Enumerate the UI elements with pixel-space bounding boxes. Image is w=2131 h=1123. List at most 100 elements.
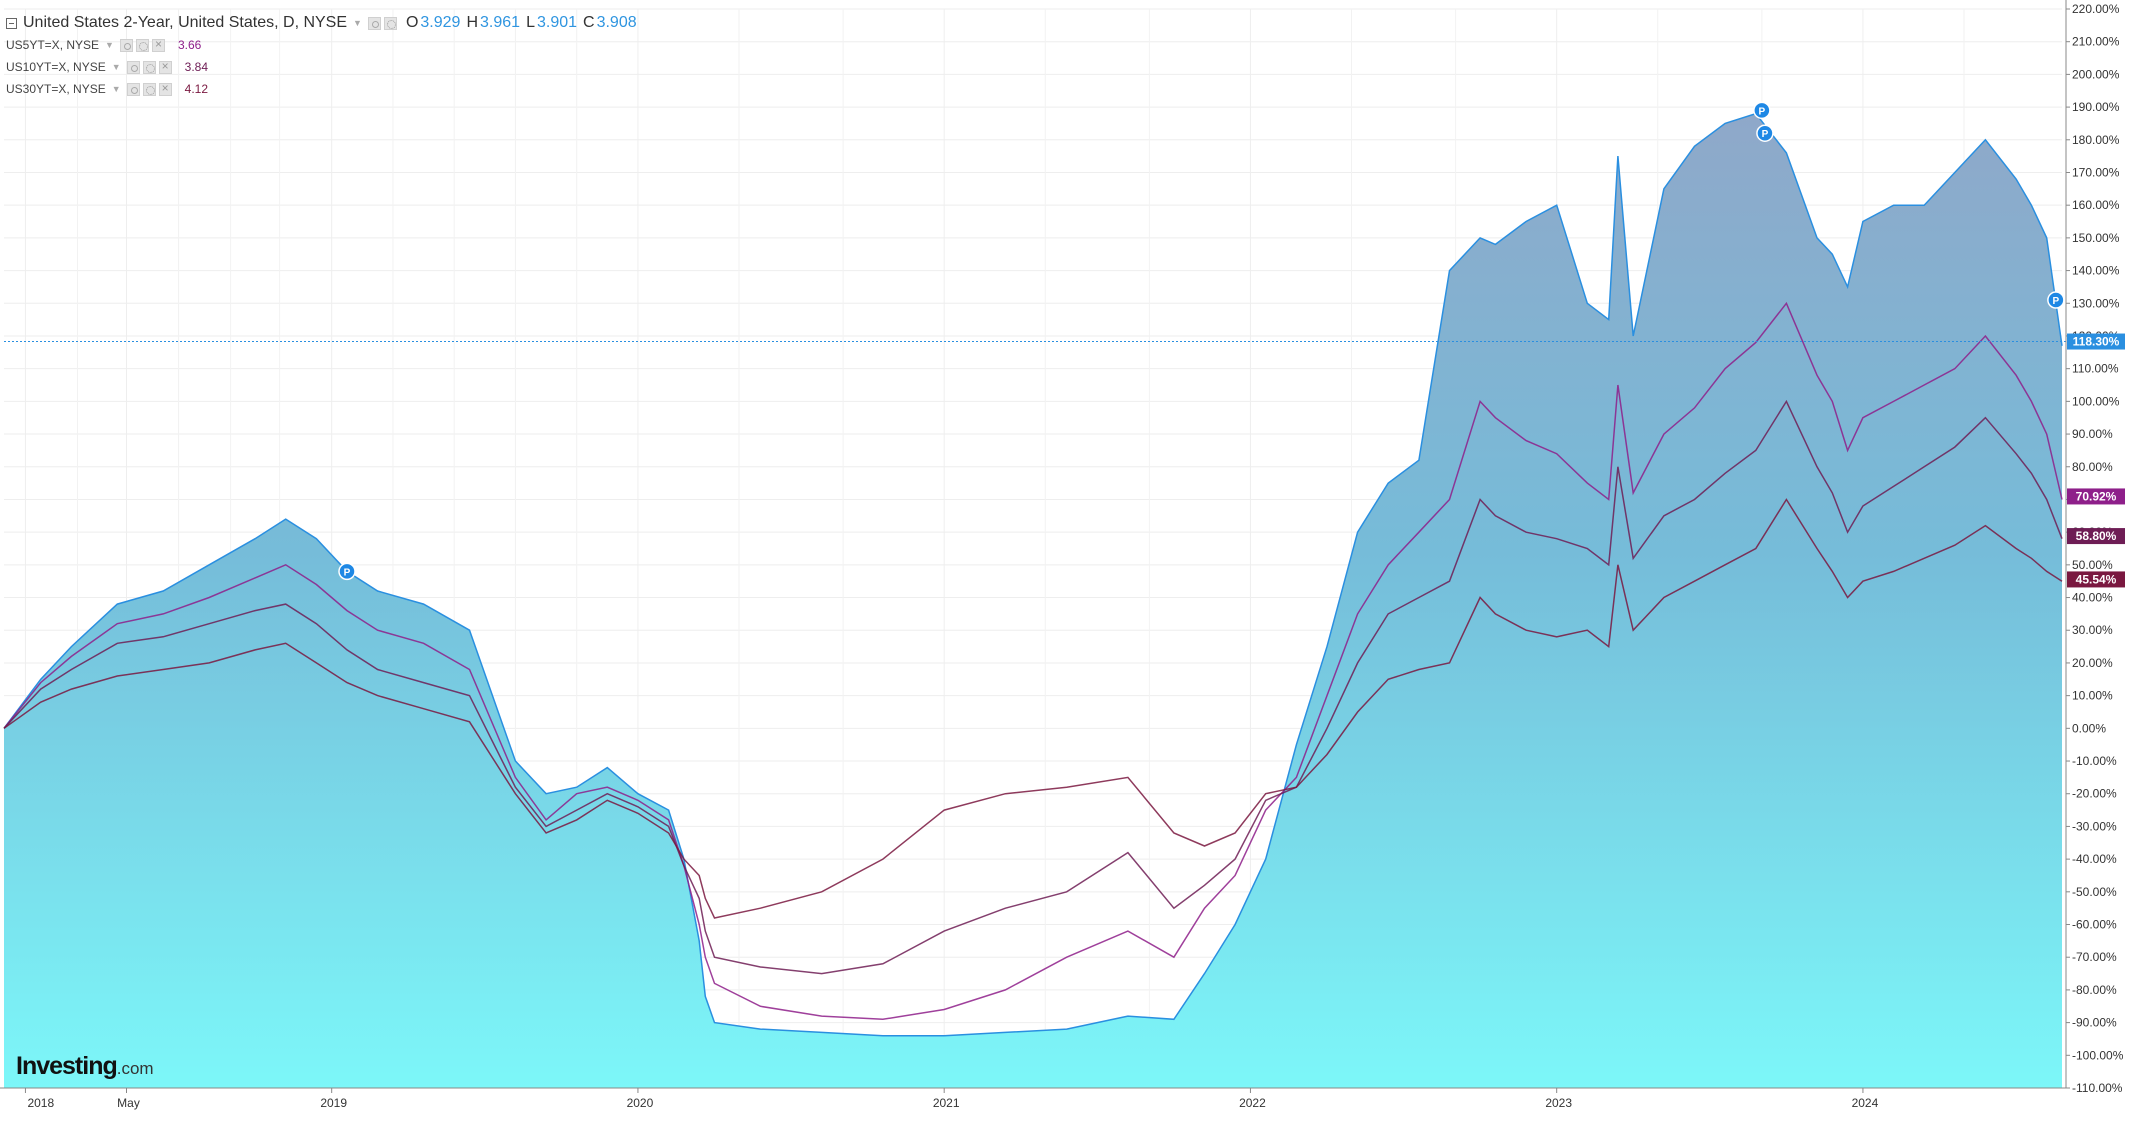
y-tick-label: -80.00% [2072, 983, 2117, 997]
legend-series-label: US30YT=X, NYSE [6, 82, 106, 96]
legend-series-label: US10YT=X, NYSE [6, 60, 106, 74]
y-tick-label: -70.00% [2072, 950, 2117, 964]
y-tick-label: 110.00% [2072, 362, 2119, 376]
price-marker [1753, 101, 1771, 120]
price-marker-label: P [2053, 296, 2060, 307]
y-tick-label: 90.00% [2072, 427, 2113, 441]
gear-icon[interactable] [142, 60, 156, 74]
y-tick-label: 170.00% [2072, 165, 2120, 179]
y-tick-label: 80.00% [2072, 460, 2113, 474]
y-tick-label: -110.00% [2072, 1081, 2123, 1095]
y-tick-label: 30.00% [2072, 623, 2113, 637]
price-marker-label: P [344, 567, 351, 578]
x-tick-label: 2021 [933, 1096, 960, 1110]
chevron-down-icon[interactable]: ▼ [353, 18, 362, 28]
gear-icon[interactable] [383, 16, 397, 30]
chevron-down-icon[interactable]: ▼ [111, 62, 121, 72]
y-tick-label: 50.00% [2072, 558, 2113, 572]
price-marker-label: P [1762, 129, 1769, 140]
close-icon[interactable] [158, 81, 172, 96]
series-area [3, 112, 2063, 1089]
price-marker [338, 562, 356, 581]
price-label-bg [2067, 571, 2125, 588]
y-tick-label: 100.00% [2072, 394, 2120, 408]
price-marker [2047, 291, 2065, 309]
logo-brand: Investing [16, 1052, 118, 1080]
series-area-fill [4, 113, 2062, 1089]
eye-icon[interactable] [119, 38, 133, 52]
price-label: 45.54% [2076, 572, 2117, 586]
y-tick-label: -50.00% [2072, 885, 2117, 899]
price-label: 70.92% [2076, 489, 2117, 503]
collapse-icon[interactable] [6, 17, 17, 29]
gear-icon[interactable] [135, 38, 149, 52]
y-tick-label: 180.00% [2072, 133, 2120, 147]
chevron-down-icon[interactable]: ▼ [105, 40, 114, 50]
y-tick-label: 220.00% [2072, 2, 2120, 16]
price-label-bg [2067, 488, 2125, 505]
price-label-bg [2067, 528, 2125, 545]
close-value: 3.908 [596, 14, 637, 31]
price-label: 58.80% [2076, 529, 2117, 543]
y-tick-label: 130.00% [2072, 296, 2120, 310]
investing-logo[interactable]: Investing.com [16, 1052, 154, 1081]
legend-series-row[interactable]: US30YT=X, NYSE ▼ 4.12 [6, 78, 637, 100]
price-marker-label: P [1759, 106, 1766, 117]
y-tick-label: -40.00% [2072, 852, 2117, 866]
markers: P P P P [338, 101, 2065, 581]
y-tick-label: -30.00% [2072, 819, 2117, 833]
close-icon[interactable] [158, 59, 172, 74]
series-line [3, 498, 2063, 919]
price-marker [1756, 124, 1774, 142]
legend-series-value: 3.84 [184, 60, 208, 74]
eye-icon[interactable] [126, 82, 140, 96]
legend: United States 2-Year, United States, D, … [6, 12, 637, 100]
y-tick-label: 150.00% [2072, 231, 2120, 245]
y-tick-label: 140.00% [2072, 264, 2120, 278]
y-tick-label: 40.00% [2072, 591, 2113, 605]
eye-icon[interactable] [126, 60, 140, 74]
low-label: L [526, 14, 535, 31]
price-label: 118.30% [2073, 335, 2120, 349]
y-tick-label: 200.00% [2072, 67, 2120, 81]
eye-icon[interactable] [367, 16, 381, 30]
open-label: O [405, 14, 419, 31]
x-tick-label: 2019 [320, 1096, 347, 1110]
low-value: 3.901 [536, 14, 578, 31]
legend-series-value: 4.12 [184, 82, 208, 96]
series-line [3, 399, 2063, 975]
high-label: H [466, 14, 479, 31]
legend-main-title: United States 2-Year, United States, D, … [23, 14, 348, 31]
x-tick-label: 2023 [1545, 1096, 1572, 1110]
x-tick-label: 2022 [1239, 1096, 1266, 1110]
y-tick-label: -60.00% [2072, 918, 2117, 932]
y-tick-label: -20.00% [2072, 787, 2117, 801]
open-value: 3.929 [420, 14, 461, 31]
logo-suffix: .com [116, 1059, 154, 1078]
y-axis-bg [2066, 0, 2131, 1123]
legend-main-row[interactable]: United States 2-Year, United States, D, … [6, 12, 637, 34]
chevron-down-icon[interactable]: ▼ [111, 84, 121, 94]
series-line [3, 301, 2063, 1021]
legend-series-label: US5YT=X, NYSE [6, 38, 100, 52]
y-tick-label: -100.00% [2072, 1048, 2124, 1062]
legend-series-value: 3.66 [177, 38, 202, 52]
y-tick-label: -10.00% [2072, 754, 2117, 768]
y-tick-label: 210.00% [2072, 35, 2120, 49]
y-tick-label: 160.00% [2072, 198, 2120, 212]
x-tick-label: May [117, 1096, 140, 1110]
gear-icon[interactable] [142, 82, 156, 96]
y-tick-label: -90.00% [2072, 1016, 2117, 1030]
legend-series-row[interactable]: US10YT=X, NYSE ▼ 3.84 [6, 56, 637, 78]
y-tick-label: 0.00% [2072, 721, 2106, 735]
close-icon[interactable] [151, 37, 165, 52]
series-line [3, 112, 2063, 1037]
y-tick-label: 10.00% [2072, 689, 2113, 703]
y-tick-label: 190.00% [2072, 100, 2120, 114]
y-tick-label: 20.00% [2072, 656, 2113, 670]
x-tick-label: 2024 [1852, 1096, 1879, 1110]
legend-series-row[interactable]: US5YT=X, NYSE ▼ 3.66 [6, 34, 637, 56]
